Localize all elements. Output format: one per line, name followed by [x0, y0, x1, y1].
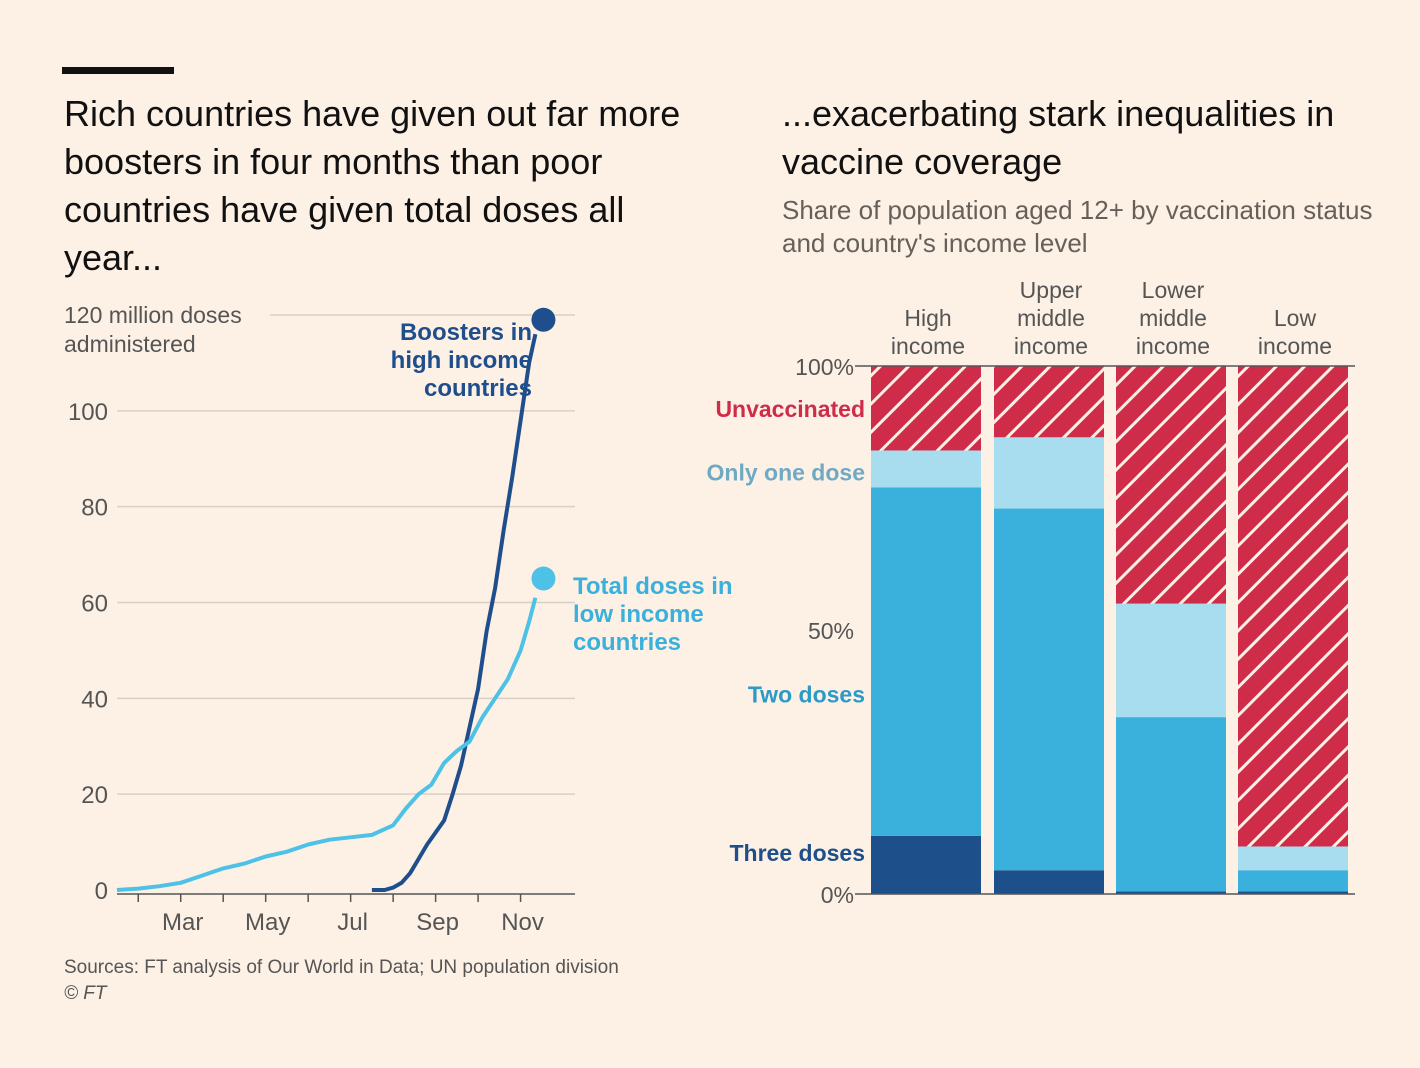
y-tick-label: 100 — [68, 399, 108, 426]
y-tick-label: 40 — [81, 686, 108, 713]
legend-label: Unvaccinated — [715, 396, 865, 422]
left-chart-title: Rich countries have given out far more b… — [64, 93, 681, 278]
y-axis-title: 120 million doses — [64, 302, 242, 328]
stacked-bar-chart: HighincomeUppermiddleincomeLowermiddlein… — [707, 277, 1355, 908]
x-tick-label: Sep — [416, 909, 459, 936]
category-label: Upper — [1020, 277, 1083, 303]
bar-segment — [871, 450, 981, 488]
y-tick-label: 50% — [808, 618, 854, 644]
low-income-label: countries — [573, 629, 681, 656]
bar-segment — [1238, 891, 1348, 894]
category-label: income — [1014, 333, 1088, 359]
low-income-end-dot — [531, 566, 556, 591]
line-chart: 0 20 40 60 80 100 120 million doses administere… — [64, 302, 733, 936]
y-tick-label: 20 — [81, 782, 108, 809]
y-tick-label: 100% — [795, 354, 854, 380]
bar-segment — [994, 437, 1104, 509]
bar-segment — [1238, 366, 1348, 847]
bar-segment — [994, 508, 1104, 871]
category-label: income — [1136, 333, 1210, 359]
category-label: Low — [1274, 305, 1317, 331]
low-income-label: Total doses in — [573, 573, 733, 600]
source-text: Sources: FT analysis of Our World in Dat… — [64, 957, 619, 978]
category-label: income — [891, 333, 965, 359]
bar-segment — [871, 487, 981, 836]
legend-label: Three doses — [730, 840, 866, 866]
x-tick-label: Jul — [337, 909, 368, 936]
bar-segment — [1238, 846, 1348, 871]
boosters-label: high income — [391, 347, 532, 374]
category-label: Lower — [1142, 277, 1205, 303]
x-tick-label: Nov — [501, 909, 544, 936]
category-label: income — [1258, 333, 1332, 359]
x-tick-label: Mar — [162, 909, 203, 936]
low-income-label: low income — [573, 601, 704, 628]
y-tick-label: 60 — [81, 591, 108, 618]
bar-segment — [1116, 717, 1226, 892]
y-axis-title: administered — [64, 331, 196, 357]
bar-segment — [994, 366, 1104, 438]
boosters-label: countries — [424, 375, 532, 402]
x-tick-label: May — [245, 909, 290, 936]
category-label: middle — [1139, 305, 1207, 331]
bar-segment — [871, 366, 981, 451]
bar-segment — [994, 870, 1104, 894]
y-tick-label: 80 — [81, 495, 108, 522]
legend-label: Two doses — [748, 681, 865, 707]
legend-label: Only one dose — [707, 460, 865, 486]
bar-segment — [1116, 891, 1226, 894]
bar-segment — [1116, 366, 1226, 604]
accent-bar — [62, 67, 174, 74]
source-note: Sources: FT analysis of Our World in Dat… — [64, 955, 619, 1007]
bar-segment — [1238, 870, 1348, 892]
bar-segment — [871, 835, 981, 894]
right-chart-subtitle: Share of population aged 12+ by vaccinat… — [782, 195, 1373, 258]
copyright: © FT — [64, 983, 107, 1004]
y-tick-label: 0% — [821, 882, 854, 908]
bar-segment — [1116, 603, 1226, 718]
category-label: middle — [1017, 305, 1085, 331]
boosters-label: Boosters in — [400, 319, 532, 346]
y-tick-label: 0 — [95, 878, 108, 905]
boosters-line — [371, 333, 538, 892]
category-label: High — [904, 305, 951, 331]
right-chart-title: ...exacerbating stark inequalities in va… — [782, 93, 1335, 182]
boosters-end-dot — [531, 307, 556, 332]
low-income-line — [116, 597, 538, 892]
